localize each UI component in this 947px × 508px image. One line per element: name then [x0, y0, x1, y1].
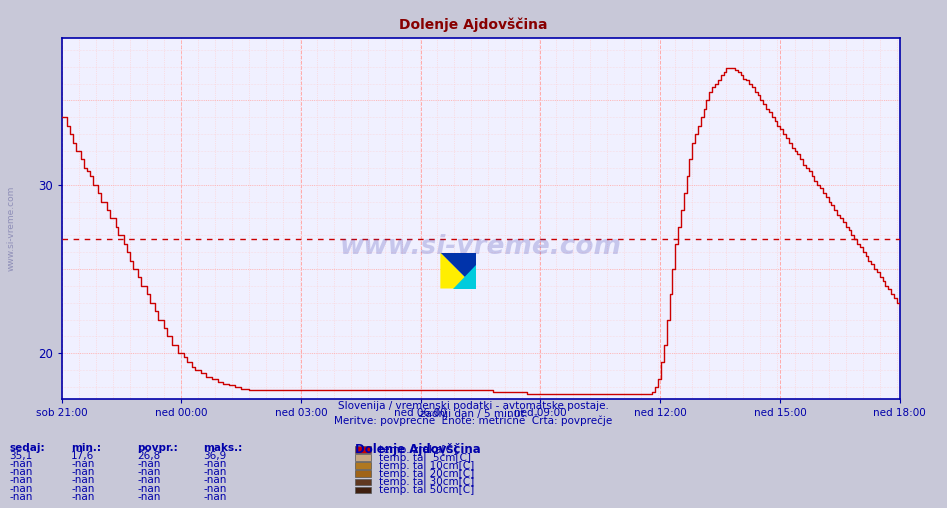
Text: -nan: -nan	[204, 484, 227, 494]
Text: maks.:: maks.:	[204, 443, 242, 453]
Text: -nan: -nan	[204, 475, 227, 486]
Text: Meritve: povprečne  Enote: metrične  Črta: povprečje: Meritve: povprečne Enote: metrične Črta:…	[334, 414, 613, 426]
Text: -nan: -nan	[71, 484, 95, 494]
Text: Dolenje Ajdovščina: Dolenje Ajdovščina	[355, 443, 481, 456]
Text: -nan: -nan	[9, 467, 33, 478]
Text: -nan: -nan	[137, 467, 161, 478]
Text: 17,6: 17,6	[71, 451, 95, 461]
Text: -nan: -nan	[71, 475, 95, 486]
Text: -nan: -nan	[71, 492, 95, 502]
Polygon shape	[453, 265, 476, 289]
Text: www.si-vreme.com: www.si-vreme.com	[7, 186, 16, 271]
Polygon shape	[440, 252, 476, 289]
Text: -nan: -nan	[71, 459, 95, 469]
Text: -nan: -nan	[204, 459, 227, 469]
Text: -nan: -nan	[204, 467, 227, 478]
Text: -nan: -nan	[9, 475, 33, 486]
Text: Slovenija / vremenski podatki - avtomatske postaje.: Slovenija / vremenski podatki - avtomats…	[338, 401, 609, 411]
Text: -nan: -nan	[137, 492, 161, 502]
Text: -nan: -nan	[204, 492, 227, 502]
Text: -nan: -nan	[9, 459, 33, 469]
Text: www.si-vreme.com: www.si-vreme.com	[340, 234, 621, 260]
Text: -nan: -nan	[137, 484, 161, 494]
Text: 36,9: 36,9	[204, 451, 227, 461]
Polygon shape	[440, 252, 476, 289]
Text: -nan: -nan	[9, 484, 33, 494]
Text: povpr.:: povpr.:	[137, 443, 178, 453]
Text: 26,8: 26,8	[137, 451, 161, 461]
Text: -nan: -nan	[137, 475, 161, 486]
Text: temp. tal 50cm[C]: temp. tal 50cm[C]	[379, 485, 474, 495]
Text: -nan: -nan	[71, 467, 95, 478]
Text: sedaj:: sedaj:	[9, 443, 45, 453]
Text: temp. tal  5cm[C]: temp. tal 5cm[C]	[379, 453, 471, 463]
Text: zadnji dan / 5 minut.: zadnji dan / 5 minut.	[420, 408, 527, 419]
Text: -nan: -nan	[137, 459, 161, 469]
Text: temp. zraka[C]: temp. zraka[C]	[379, 444, 456, 455]
Text: temp. tal 30cm[C]: temp. tal 30cm[C]	[379, 477, 474, 487]
Text: min.:: min.:	[71, 443, 101, 453]
Text: 35,1: 35,1	[9, 451, 33, 461]
Text: Dolenje Ajdovščina: Dolenje Ajdovščina	[400, 18, 547, 33]
Text: -nan: -nan	[9, 492, 33, 502]
Text: temp. tal 10cm[C]: temp. tal 10cm[C]	[379, 461, 474, 471]
Text: temp. tal 20cm[C]: temp. tal 20cm[C]	[379, 469, 474, 479]
